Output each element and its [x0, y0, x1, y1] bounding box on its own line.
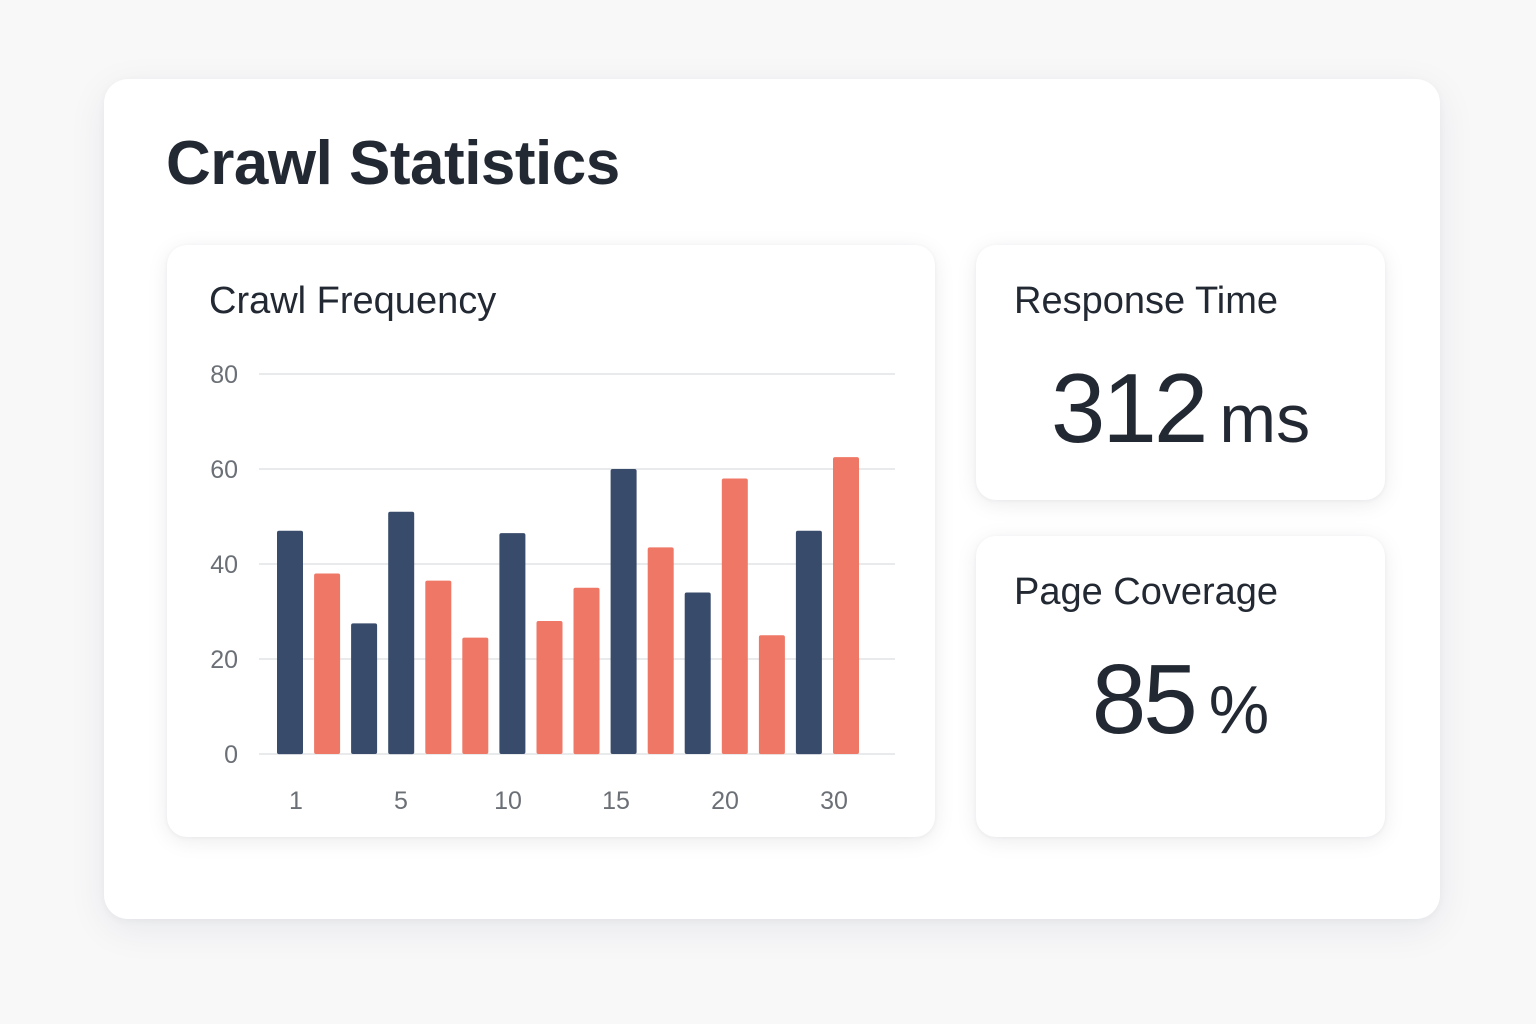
response-time-value: 312: [1050, 353, 1209, 463]
chart-bar: [833, 457, 859, 754]
crawl-frequency-panel: Crawl Frequency 0 20 40 60 80 1 5 10 15 20 30: [167, 245, 935, 837]
chart-bar: [314, 573, 341, 754]
page-coverage-panel: Page Coverage 85%: [976, 536, 1385, 837]
page-coverage-value-row: 85%: [976, 644, 1385, 765]
response-time-label: Response Time: [1014, 280, 1279, 322]
page-coverage-label: Page Coverage: [1014, 571, 1279, 613]
chart-bar: [610, 469, 637, 754]
chart-bar: [684, 592, 711, 754]
chart-bar: [388, 511, 415, 755]
page-coverage-unit: %: [1208, 672, 1270, 748]
page-title: Crawl Statistics: [166, 129, 620, 198]
x-tick-label: 1: [289, 787, 303, 815]
page-coverage-value: 85: [1091, 644, 1198, 754]
x-tick-label: 20: [711, 787, 739, 815]
x-tick-label: 5: [394, 787, 408, 815]
x-tick-label: 30: [820, 787, 848, 815]
chart-bar: [277, 530, 303, 755]
chart-bar: [536, 621, 563, 754]
chart-bar: [721, 478, 748, 754]
chart-bar: [351, 623, 378, 754]
y-tick-label: 40: [210, 551, 238, 579]
chart-bar: [499, 533, 526, 754]
chart-title: Crawl Frequency: [209, 280, 497, 322]
y-tick-label: 60: [210, 456, 238, 484]
x-tick-label: 10: [494, 787, 522, 815]
y-tick-label: 0: [224, 741, 238, 769]
y-tick-label: 20: [210, 646, 238, 674]
chart-bar: [758, 635, 785, 755]
chart-y-axis: 0 20 40 60 80: [210, 361, 238, 769]
x-tick-label: 15: [602, 787, 630, 815]
chart-bar: [647, 547, 674, 754]
response-time-unit: ms: [1219, 381, 1311, 457]
response-time-panel: Response Time 312 ms: [976, 245, 1385, 500]
chart-bar: [425, 580, 452, 754]
chart-bar: [795, 530, 822, 755]
chart-bars: [277, 457, 859, 755]
response-time-value-row: 312 ms: [976, 353, 1385, 474]
y-tick-label: 80: [210, 361, 238, 389]
chart-bar: [573, 587, 600, 755]
chart-x-axis: 1 5 10 15 20 30: [289, 787, 848, 815]
chart-bar: [462, 637, 489, 754]
